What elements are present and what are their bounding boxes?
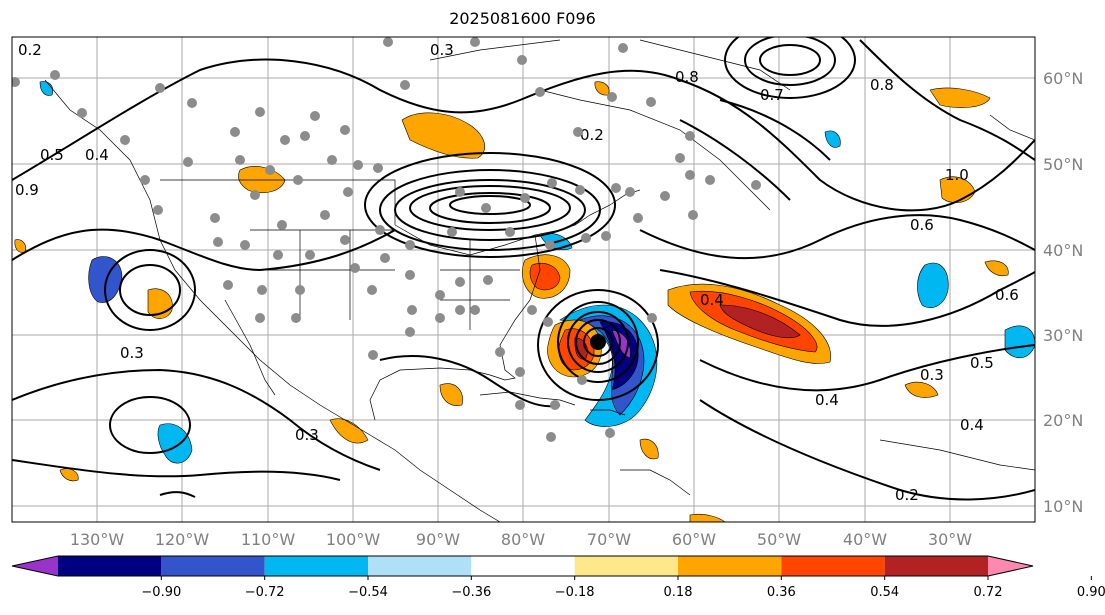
contour-label: 0.4 <box>815 391 839 409</box>
contour-label: 0.4 <box>85 146 109 164</box>
contour-label: 0.4 <box>960 416 984 434</box>
lon-label: 30°W <box>928 530 972 549</box>
contour-label: 0.3 <box>430 41 454 59</box>
lon-label: 120°W <box>155 530 210 549</box>
shaded-anomalies <box>14 81 1035 522</box>
lon-label: 80°W <box>501 530 545 549</box>
lat-label: 10°N <box>1043 497 1083 516</box>
contour-label: 0.8 <box>870 76 894 94</box>
lat-label: 20°N <box>1043 411 1083 430</box>
lat-label: 40°N <box>1043 241 1083 260</box>
colorbar-outline <box>11 555 1034 577</box>
contours <box>12 37 1035 501</box>
map-title: 2025081600 F096 <box>449 9 596 28</box>
colorbar-extend-max <box>988 556 1033 576</box>
lon-label: 90°W <box>416 530 460 549</box>
contour-label: 0.8 <box>675 68 699 86</box>
colorbar-extend-min <box>12 556 58 576</box>
colorbar-tick-label: −0.18 <box>555 585 595 600</box>
contour-label: 0.5 <box>970 354 994 372</box>
lat-label: 30°N <box>1043 326 1083 345</box>
station-markers <box>12 37 761 442</box>
colorbar-tick-label: 0.72 <box>974 585 1003 600</box>
colorbar-segment <box>884 556 988 576</box>
colorbar-segment <box>471 556 575 576</box>
colorbar-segment <box>58 556 162 576</box>
contour-label: 0.2 <box>18 41 42 59</box>
colorbar-segment <box>368 556 472 576</box>
colorbar-tick-label: −0.54 <box>348 585 388 600</box>
storm-center-marker <box>590 334 606 350</box>
lon-label: 50°W <box>757 530 801 549</box>
colorbar-segment <box>264 556 368 576</box>
contour-label: 0.4 <box>700 291 724 309</box>
lon-label: 130°W <box>70 530 125 549</box>
latitude-axis: 60°N 50°N 40°N 30°N 20°N 10°N <box>1043 69 1083 516</box>
lon-label: 110°W <box>241 530 296 549</box>
colorbar-tick-label: −0.36 <box>451 585 491 600</box>
contour-label: 1.0 <box>945 166 969 184</box>
lon-label: 60°W <box>672 530 716 549</box>
colorbar: −0.90 −0.72 −0.54 −0.36 −0.18 0.18 0.36 0.54 0.7… <box>11 555 1105 600</box>
colorbar-tick-label: −0.90 <box>141 585 181 600</box>
longitude-axis: 130°W 120°W 110°W 100°W 90°W 80°W 70°W 6… <box>70 530 972 549</box>
contour-label: 0.9 <box>15 181 39 199</box>
contour-label: 0.3 <box>120 344 144 362</box>
colorbar-segment <box>161 556 265 576</box>
lon-label: 70°W <box>587 530 631 549</box>
colorbar-tick-label: 0.90 <box>1077 585 1105 600</box>
contour-label: 0.6 <box>910 216 934 234</box>
colorbar-tick-label: 0.36 <box>767 585 796 600</box>
contour-label: 0.5 <box>40 146 64 164</box>
contour-label: 0.6 <box>995 286 1019 304</box>
colorbar-tick-label: 0.54 <box>870 585 899 600</box>
lat-label: 60°N <box>1043 69 1083 88</box>
contour-labels: 0.2 0.3 0.4 0.5 0.6 0.7 0.8 0.9 1.0 0.2 … <box>15 41 1019 504</box>
contour-label: 0.2 <box>580 126 604 144</box>
contour-label: 0.2 <box>895 486 919 504</box>
colorbar-tick-label: −0.72 <box>245 585 285 600</box>
colorbar-segment <box>678 556 782 576</box>
colorbar-segment <box>781 556 885 576</box>
colorbar-segment <box>574 556 678 576</box>
colorbar-tick-label: 0.18 <box>664 585 693 600</box>
lon-label: 100°W <box>326 530 381 549</box>
contour-label: 0.3 <box>920 366 944 384</box>
contour-label: 0.7 <box>760 86 784 104</box>
map-frame <box>11 36 1036 523</box>
lat-label: 50°N <box>1043 155 1083 174</box>
lon-label: 40°W <box>843 530 887 549</box>
contour-label: 0.3 <box>295 426 319 444</box>
